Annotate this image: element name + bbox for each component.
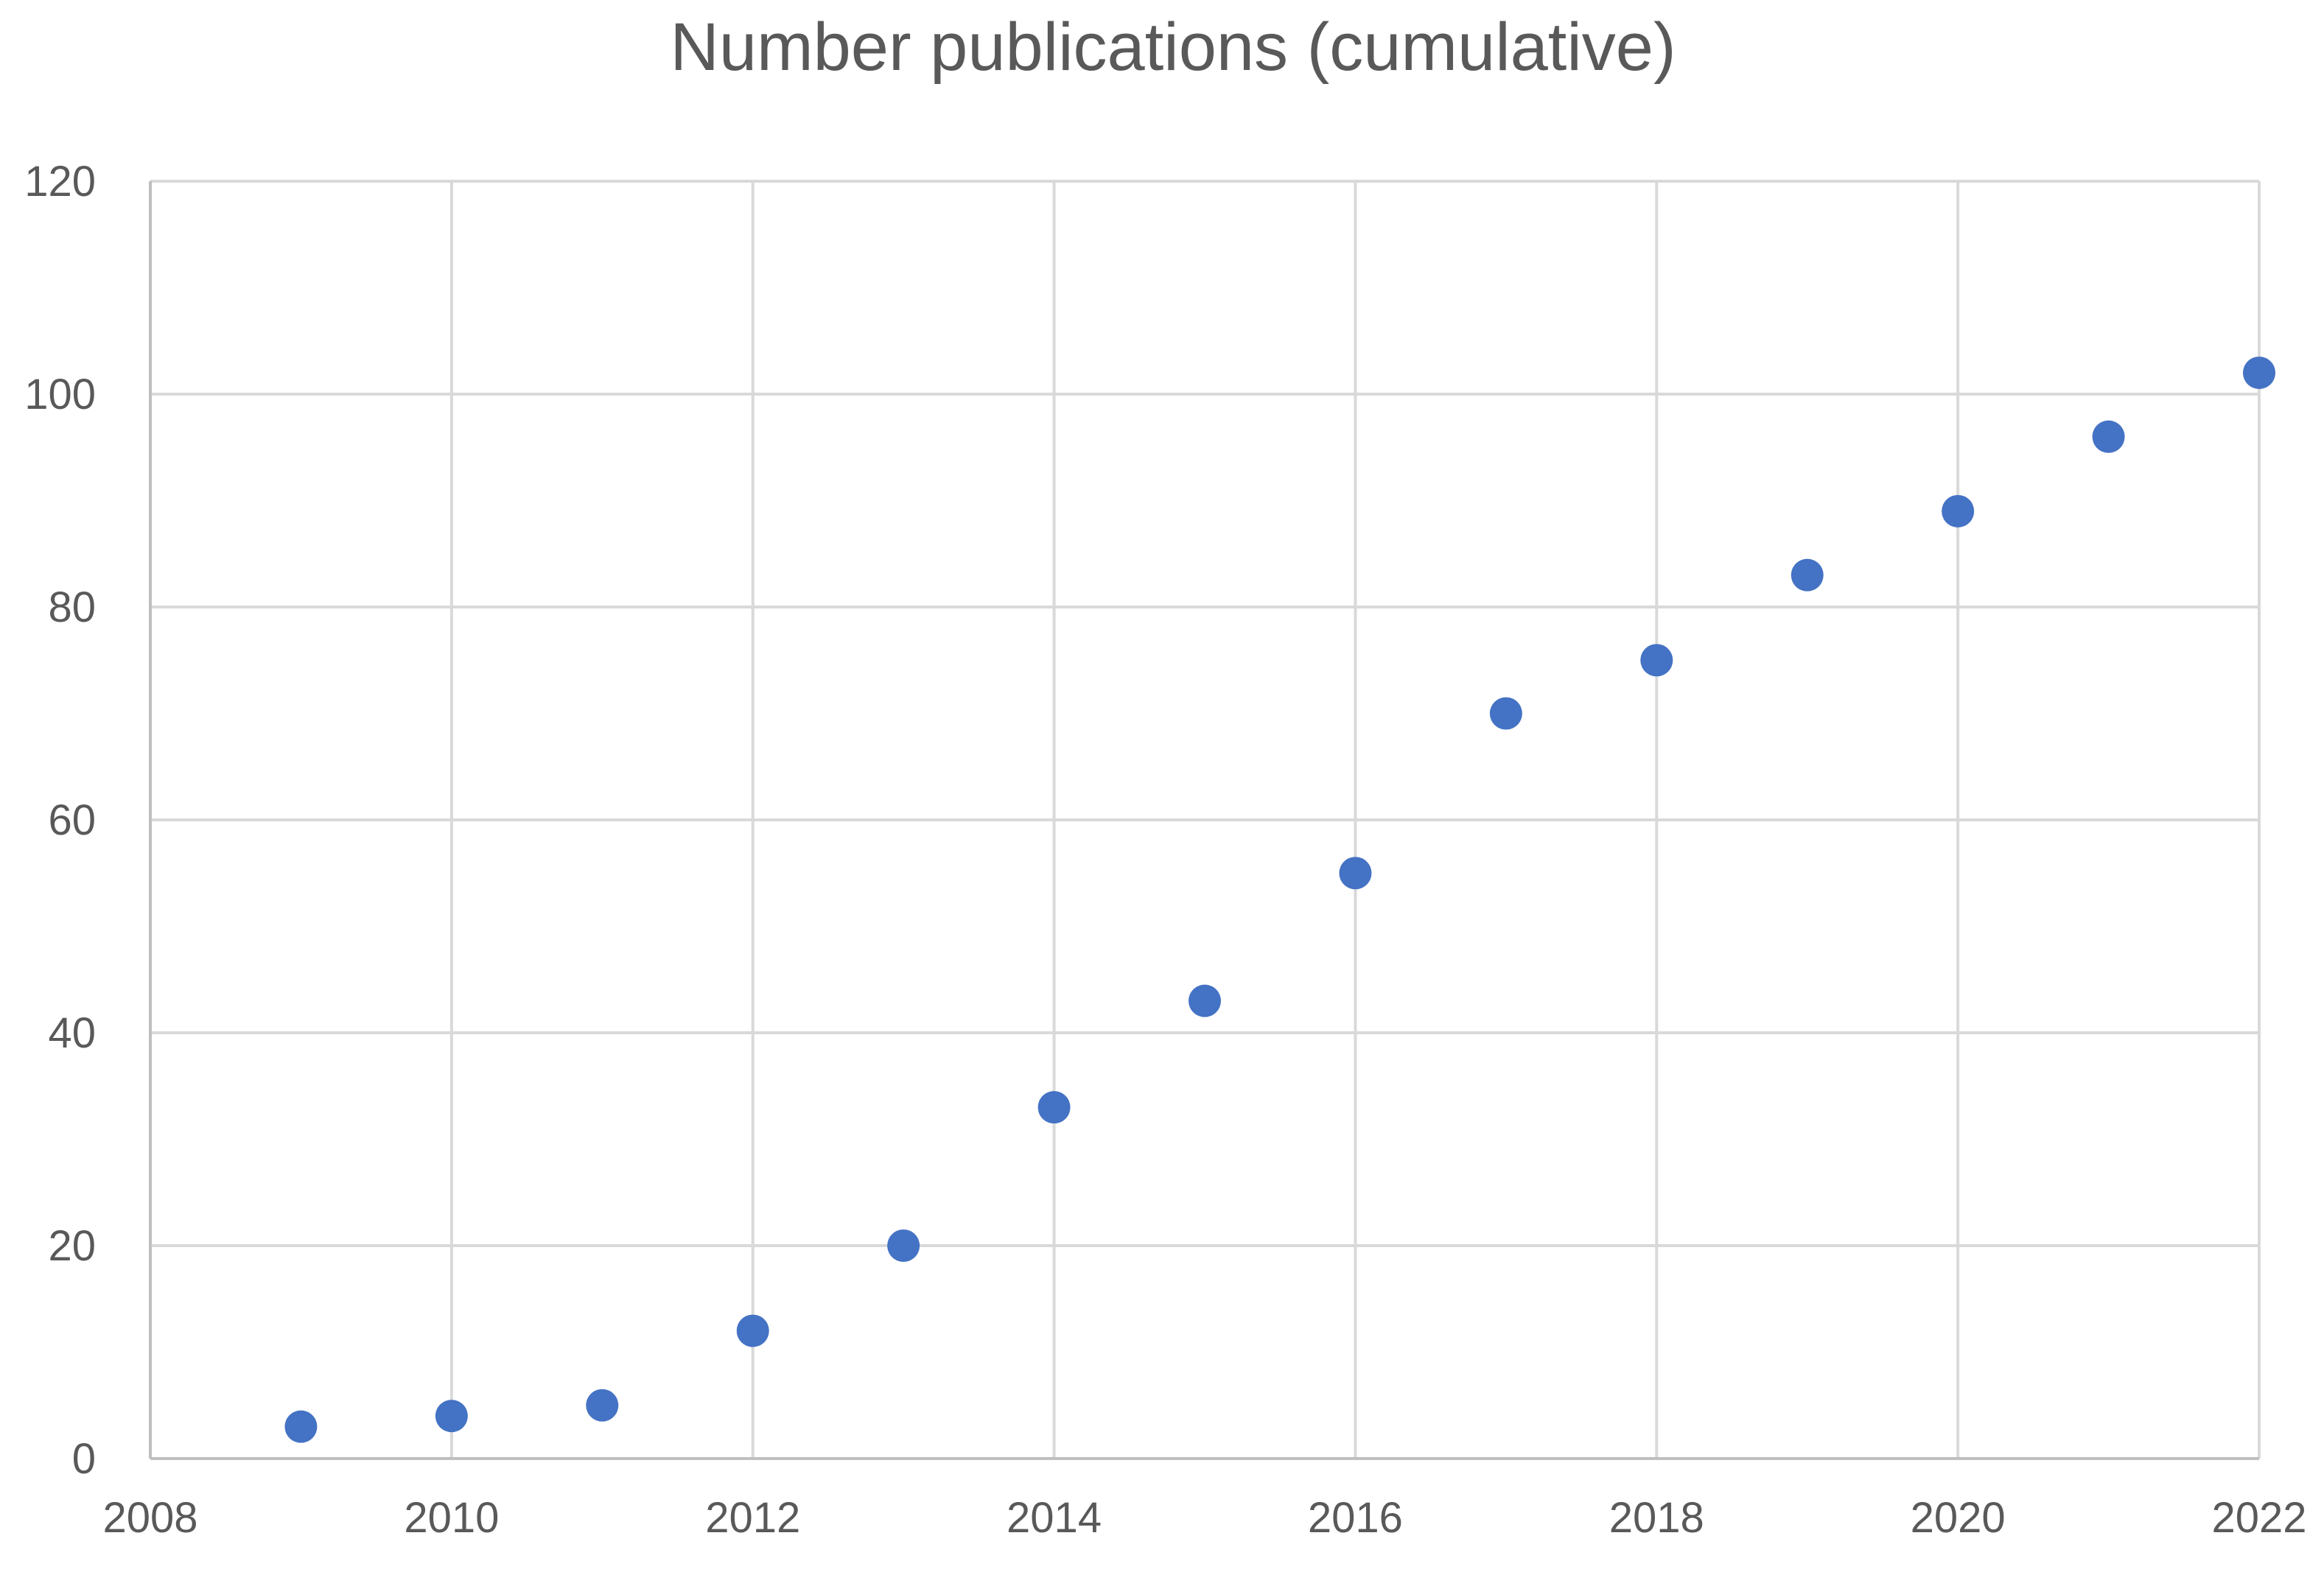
- axes: [149, 181, 2259, 1460]
- x-tick-label: 2016: [1308, 1494, 1403, 1542]
- data-point: [284, 1410, 318, 1443]
- data-points: [284, 357, 2275, 1443]
- x-tick-label: 2022: [2211, 1494, 2306, 1542]
- x-tick-label: 2014: [1007, 1494, 1102, 1542]
- tick-labels: 0 20 40 60 80 100 120 2008 2010 2012 2014 2016 2018 2…: [24, 158, 2306, 1542]
- chart-title: Number publications (cumulative): [670, 10, 1676, 85]
- data-point: [887, 1229, 920, 1262]
- y-tick-label: 100: [24, 371, 96, 418]
- data-point: [1339, 857, 1372, 890]
- data-point: [1489, 697, 1522, 730]
- data-point: [586, 1389, 619, 1422]
- x-tick-label: 2018: [1609, 1494, 1704, 1542]
- y-tick-label: 80: [48, 583, 96, 631]
- data-point: [1037, 1091, 1071, 1124]
- data-point: [736, 1314, 769, 1347]
- x-tick-label: 2020: [1911, 1494, 2006, 1542]
- data-point: [1791, 558, 1824, 592]
- data-point: [1640, 644, 1673, 677]
- x-tick-label: 2010: [404, 1494, 499, 1542]
- y-tick-label: 0: [72, 1435, 96, 1483]
- data-point: [1189, 984, 1221, 1017]
- data-point: [2092, 420, 2125, 453]
- data-point: [1942, 494, 1975, 527]
- grid-lines: [150, 180, 2261, 1459]
- data-point: [435, 1400, 468, 1433]
- x-tick-label: 2012: [705, 1494, 800, 1542]
- y-tick-label: 40: [48, 1009, 96, 1057]
- y-tick-label: 60: [48, 796, 96, 844]
- y-tick-label: 120: [24, 158, 96, 206]
- data-point: [2243, 357, 2275, 390]
- y-tick-label: 20: [48, 1222, 96, 1270]
- x-tick-label: 2008: [102, 1494, 197, 1542]
